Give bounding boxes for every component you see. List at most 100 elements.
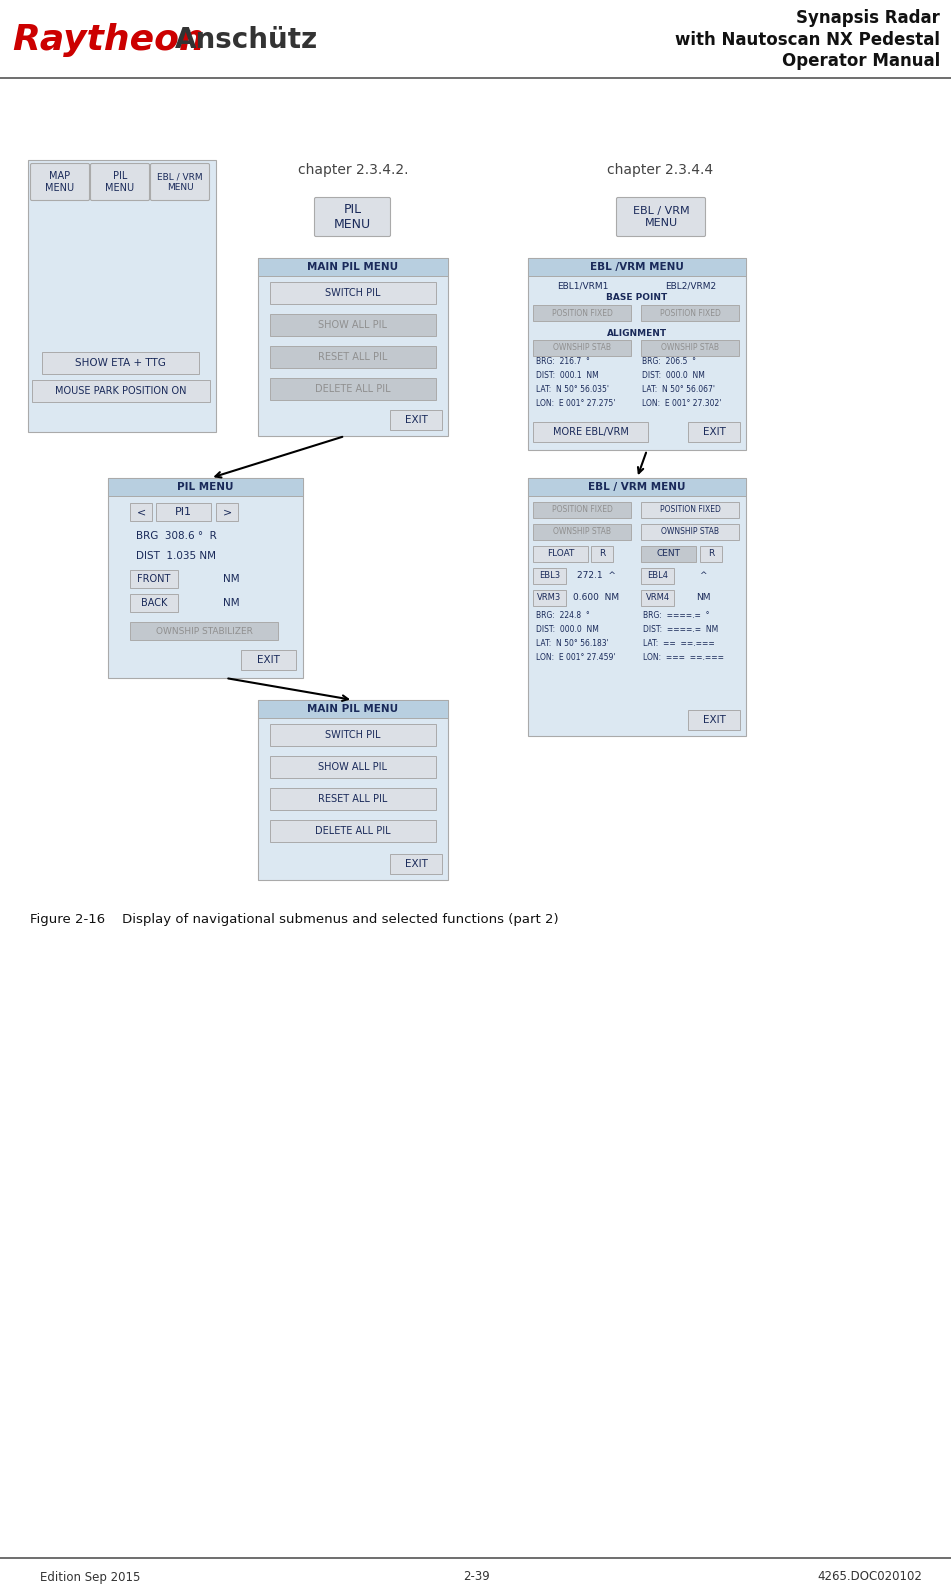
Text: PIL
MENU: PIL MENU: [106, 172, 134, 193]
Bar: [641, 340, 739, 356]
Text: LON:  E 001° 27.275': LON: E 001° 27.275': [536, 399, 615, 409]
Text: DIST:  000.1  NM: DIST: 000.1 NM: [536, 372, 599, 380]
Bar: [258, 700, 448, 880]
Text: DIST:  000.0  NM: DIST: 000.0 NM: [536, 625, 599, 635]
Bar: [533, 590, 566, 606]
Text: FRONT: FRONT: [137, 574, 170, 584]
Bar: [533, 422, 648, 442]
Bar: [390, 410, 442, 430]
Bar: [270, 345, 436, 368]
Bar: [258, 258, 448, 275]
FancyBboxPatch shape: [150, 164, 209, 200]
Bar: [700, 546, 722, 562]
Text: R: R: [708, 549, 714, 558]
FancyBboxPatch shape: [90, 164, 149, 200]
Text: NM: NM: [696, 593, 710, 603]
Text: LAT:  N 50° 56.067': LAT: N 50° 56.067': [642, 385, 715, 395]
Text: BRG:  224.8  °: BRG: 224.8 °: [536, 611, 590, 620]
Text: EBL2/VRM2: EBL2/VRM2: [666, 282, 716, 291]
Text: EXIT: EXIT: [404, 415, 427, 425]
Text: NM: NM: [223, 598, 240, 608]
Text: Anschütz: Anschütz: [175, 25, 319, 54]
Bar: [641, 523, 739, 539]
Text: Synapsis Radar: Synapsis Radar: [796, 10, 940, 27]
Bar: [641, 503, 739, 519]
Bar: [533, 523, 631, 539]
Text: EBL4: EBL4: [647, 571, 668, 581]
Bar: [241, 651, 296, 670]
Text: POSITION FIXED: POSITION FIXED: [660, 506, 721, 514]
Text: 2-39: 2-39: [462, 1570, 490, 1583]
Text: VRM4: VRM4: [646, 593, 670, 603]
Text: PI1: PI1: [175, 508, 192, 517]
Bar: [641, 305, 739, 321]
FancyBboxPatch shape: [315, 197, 391, 237]
Text: ALIGNMENT: ALIGNMENT: [607, 328, 667, 337]
Text: DELETE ALL PIL: DELETE ALL PIL: [315, 383, 391, 395]
Text: PIL
MENU: PIL MENU: [334, 204, 371, 231]
Text: EBL / VRM
MENU: EBL / VRM MENU: [632, 207, 689, 228]
Bar: [42, 352, 199, 374]
Text: CENT: CENT: [656, 549, 681, 558]
Bar: [156, 503, 211, 520]
Bar: [270, 819, 436, 842]
Bar: [270, 756, 436, 778]
Bar: [108, 477, 303, 496]
Text: Edition Sep 2015: Edition Sep 2015: [40, 1570, 140, 1583]
Text: 0.600  NM: 0.600 NM: [573, 593, 619, 603]
Text: BRG:  206.5  °: BRG: 206.5 °: [642, 358, 696, 366]
Text: 4265.DOC020102: 4265.DOC020102: [818, 1570, 922, 1583]
Text: OWNSHIP STAB: OWNSHIP STAB: [553, 528, 611, 536]
Bar: [641, 590, 674, 606]
Text: >: >: [223, 508, 232, 517]
Text: OWNSHIP STAB: OWNSHIP STAB: [661, 528, 719, 536]
Text: LAT:  N 50° 56.035': LAT: N 50° 56.035': [536, 385, 609, 395]
Bar: [270, 282, 436, 304]
Text: DIST:  000.0  NM: DIST: 000.0 NM: [642, 372, 705, 380]
Bar: [641, 546, 696, 562]
Bar: [688, 710, 740, 730]
Bar: [216, 503, 238, 520]
Text: BACK: BACK: [141, 598, 167, 608]
Text: LAT:  ==  ==.===: LAT: == ==.===: [643, 640, 715, 649]
Text: R: R: [599, 549, 605, 558]
Text: LON:  E 001° 27.459': LON: E 001° 27.459': [536, 654, 615, 662]
Text: POSITION FIXED: POSITION FIXED: [552, 506, 612, 514]
Bar: [688, 422, 740, 442]
Text: VRM3: VRM3: [537, 593, 562, 603]
Text: MAIN PIL MENU: MAIN PIL MENU: [307, 703, 398, 714]
Bar: [390, 854, 442, 873]
Text: RESET ALL PIL: RESET ALL PIL: [319, 352, 388, 363]
Bar: [258, 258, 448, 436]
Text: <: <: [136, 508, 146, 517]
Bar: [641, 568, 674, 584]
Text: LAT:  N 50° 56.183': LAT: N 50° 56.183': [536, 640, 609, 649]
Bar: [591, 546, 613, 562]
Bar: [528, 258, 746, 450]
Text: OWNSHIP STAB: OWNSHIP STAB: [661, 344, 719, 353]
Text: OWNSHIP STABILIZER: OWNSHIP STABILIZER: [156, 627, 252, 635]
Text: EBL /VRM MENU: EBL /VRM MENU: [590, 263, 684, 272]
Bar: [130, 593, 178, 613]
Bar: [528, 258, 746, 275]
Bar: [528, 477, 746, 737]
Text: DIST  1.035 NM: DIST 1.035 NM: [136, 550, 216, 562]
Text: with Nautoscan NX Pedestal: with Nautoscan NX Pedestal: [675, 30, 940, 49]
Text: 272.1  ^: 272.1 ^: [576, 571, 615, 581]
Text: Operator Manual: Operator Manual: [782, 53, 940, 70]
Text: BRG:  ====.=  °: BRG: ====.= °: [643, 611, 709, 620]
FancyBboxPatch shape: [616, 197, 706, 237]
Text: BASE POINT: BASE POINT: [607, 293, 668, 302]
Text: OWNSHIP STAB: OWNSHIP STAB: [553, 344, 611, 353]
Text: Raytheon: Raytheon: [12, 22, 204, 57]
Text: LON:  ===  ==.===: LON: === ==.===: [643, 654, 724, 662]
FancyBboxPatch shape: [30, 164, 89, 200]
Bar: [270, 724, 436, 746]
Bar: [28, 161, 216, 433]
Text: FLOAT: FLOAT: [547, 549, 574, 558]
Bar: [270, 313, 436, 336]
Bar: [533, 568, 566, 584]
Text: EBL / VRM MENU: EBL / VRM MENU: [589, 482, 686, 492]
Text: Figure 2-16    Display of navigational submenus and selected functions (part 2): Figure 2-16 Display of navigational subm…: [30, 913, 558, 926]
Text: EBL1/VRM1: EBL1/VRM1: [557, 282, 609, 291]
